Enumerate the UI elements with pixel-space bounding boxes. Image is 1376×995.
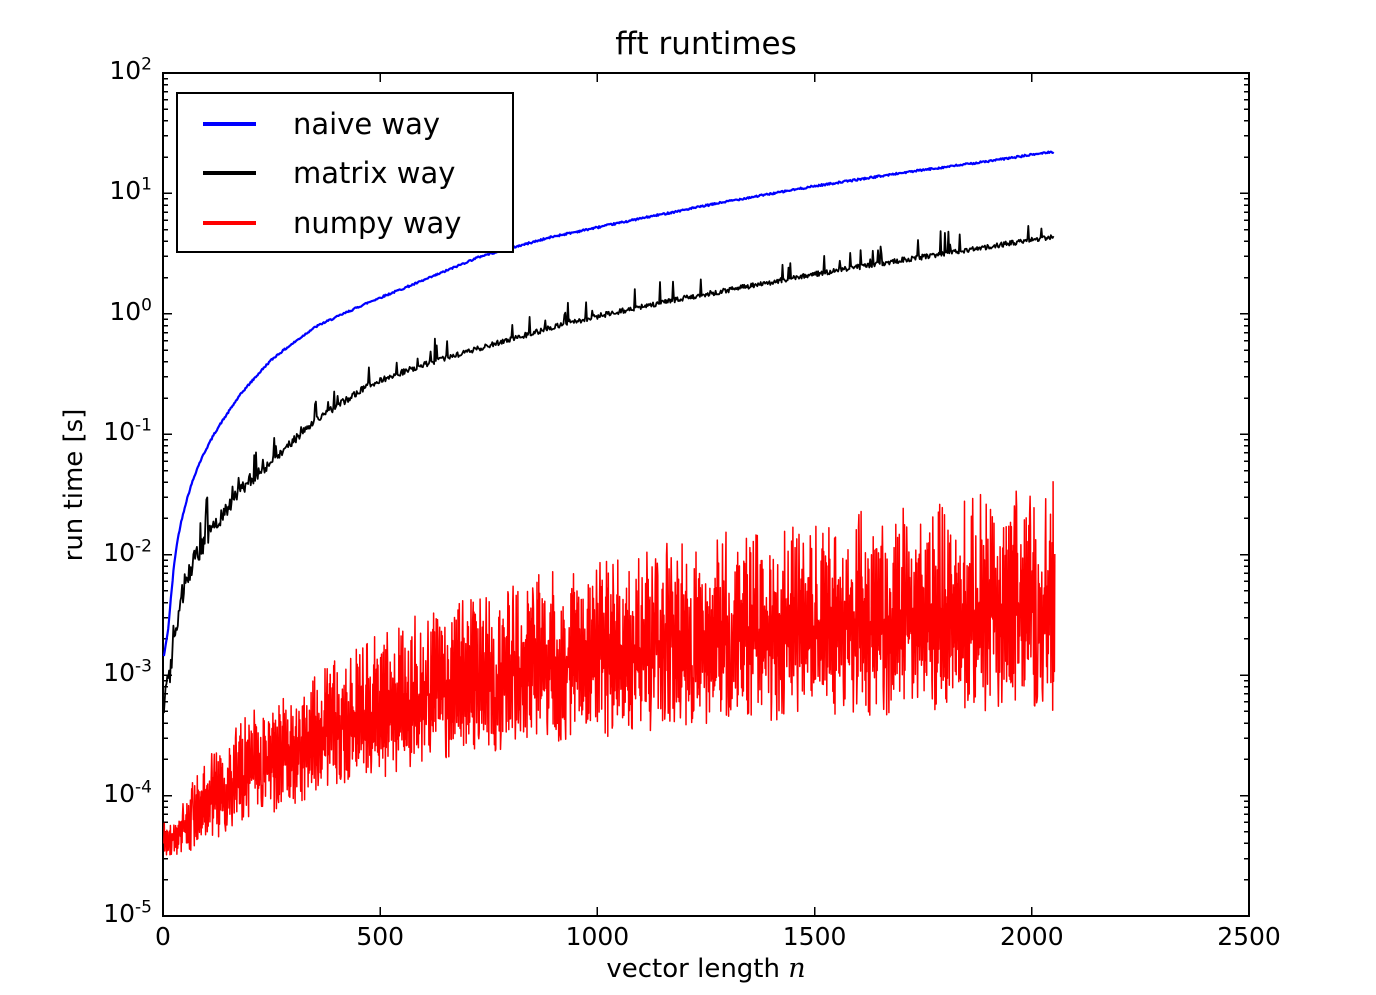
legend-entry: naive way (178, 99, 512, 149)
legend-entry: numpy way (178, 198, 512, 248)
plot-border (162, 72, 1250, 917)
y-tick-label: 10-3 (103, 656, 152, 688)
y-tick-label: 10-2 (103, 536, 152, 567)
legend-label: numpy way (293, 205, 462, 240)
series-naive-way-line (162, 150, 1055, 657)
x-axis-label-math: n (788, 953, 806, 984)
x-axis-label: vector length n (163, 953, 1249, 985)
x-tick-label: 1500 (782, 922, 847, 951)
series-matrix-way-line (163, 225, 1055, 714)
y-tick-label: 10-1 (103, 415, 152, 447)
legend-entry: matrix way (178, 149, 512, 199)
x-tick-label: 0 (155, 922, 171, 951)
y-tick-label: 100 (109, 295, 152, 326)
chart-title: fft runtimes (615, 26, 797, 62)
x-axis-label-space (780, 954, 788, 984)
y-tick-label: 10-5 (103, 897, 152, 928)
y-tick-label: 101 (109, 175, 152, 206)
x-tick-label: 2500 (1217, 922, 1281, 951)
x-tick-label: 500 (356, 922, 405, 951)
x-axis-label-text: vector length (606, 954, 780, 984)
legend-label: naive way (293, 106, 441, 141)
legend-swatch-naive-way (203, 121, 256, 126)
legend-swatch-matrix-way (203, 171, 256, 176)
legend-swatch-numpy-way (203, 220, 256, 225)
x-tick-label: 1000 (565, 922, 630, 951)
y-tick-label: 10-4 (103, 777, 152, 808)
x-tick-label: 2000 (999, 922, 1064, 951)
legend-label: matrix way (293, 156, 456, 191)
legend: naive way matrix way numpy way (176, 92, 514, 253)
y-tick-label: 102 (109, 54, 152, 85)
series-numpy-way-line (163, 480, 1056, 856)
